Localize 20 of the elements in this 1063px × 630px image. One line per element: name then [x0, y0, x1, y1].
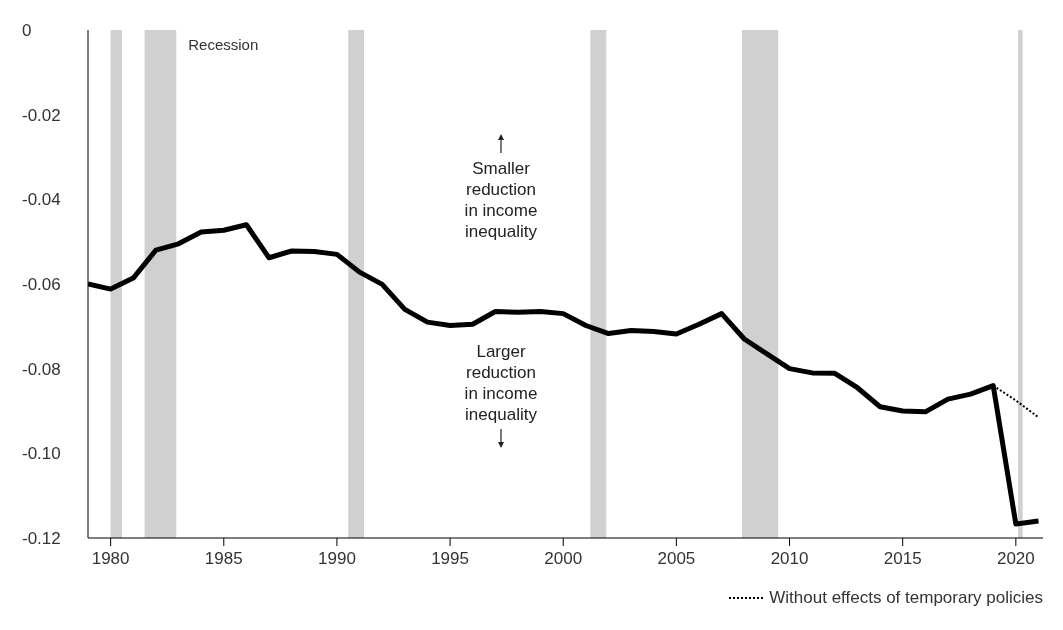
- x-tick-label: 2020: [996, 549, 1035, 569]
- x-tick-label: 1985: [204, 549, 243, 569]
- y-tick-label: -0.08: [22, 359, 61, 379]
- y-tick-label: -0.02: [22, 105, 61, 125]
- x-tick-label: 2005: [657, 549, 696, 569]
- x-tick-label: 1990: [318, 549, 356, 569]
- x-tick-label: 1995: [431, 549, 469, 569]
- y-tick-label: 0: [22, 21, 32, 41]
- annotation: Larger reduction in income inequality: [463, 341, 539, 425]
- annotation: Smaller reduction in income inequality: [463, 158, 539, 242]
- band-label: Recession: [188, 36, 259, 53]
- x-tick-label: 1980: [91, 549, 130, 569]
- y-tick-label: -0.12: [22, 529, 61, 549]
- x-tick-label: 2015: [883, 549, 922, 569]
- x-tick-label: 2010: [770, 549, 809, 569]
- x-tick-label: 2000: [544, 549, 583, 569]
- y-tick-label: -0.06: [22, 275, 61, 295]
- y-tick-label: -0.10: [22, 444, 61, 464]
- y-tick-label: -0.04: [22, 190, 61, 210]
- legend-label: Without effects of temporary policies: [769, 588, 1043, 608]
